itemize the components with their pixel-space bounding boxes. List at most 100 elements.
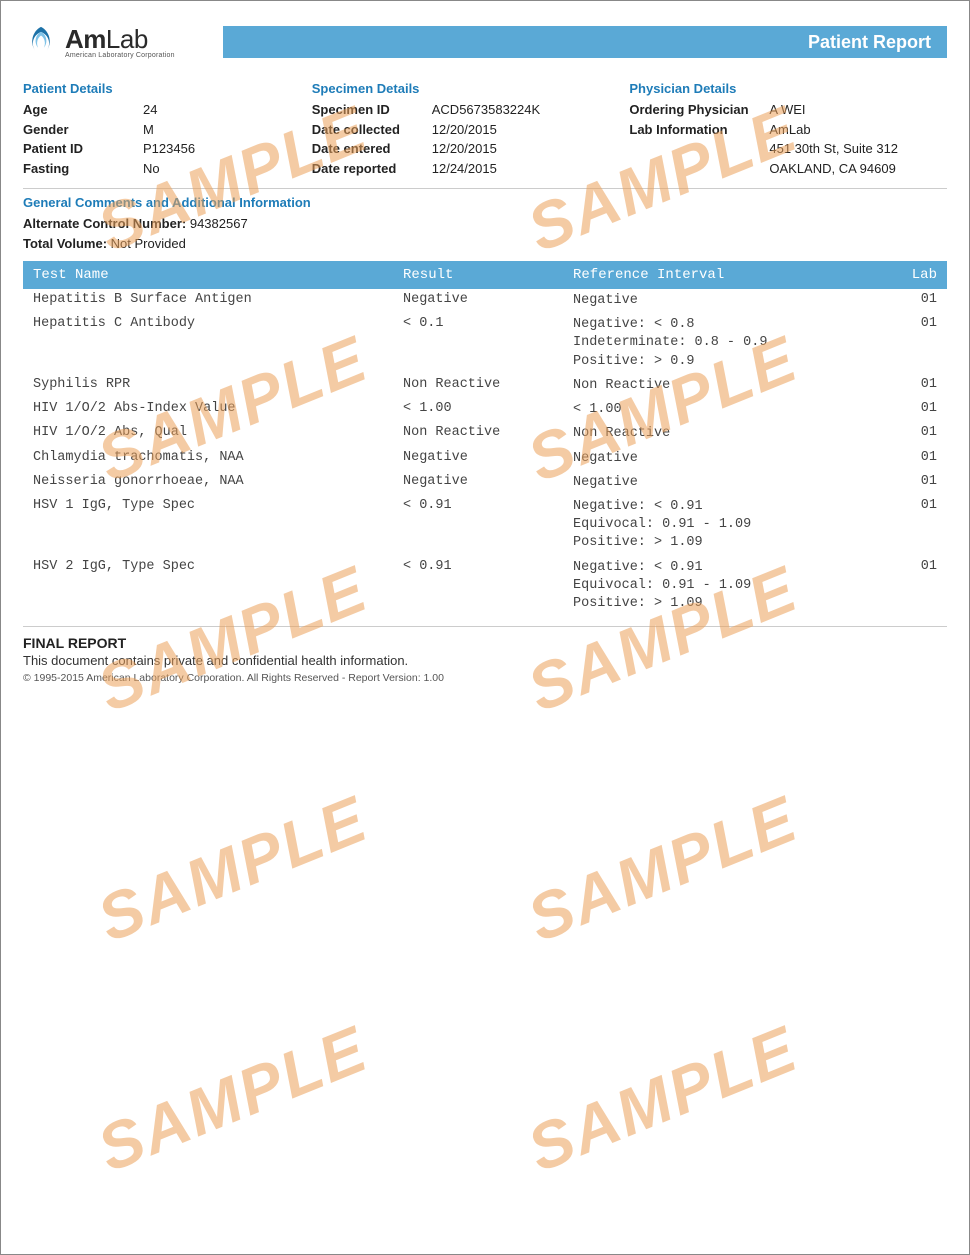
detail-key: Patient ID (23, 139, 143, 159)
test-lab: 01 (887, 292, 937, 307)
comment-key: Alternate Control Number: (23, 216, 186, 231)
detail-key: Fasting (23, 159, 143, 179)
test-lab: 01 (887, 425, 937, 440)
copyright: © 1995-2015 American Laboratory Corporat… (23, 672, 947, 684)
test-result: Negative (403, 292, 573, 307)
test-reference: Negative (573, 292, 887, 310)
detail-value: 24 (143, 100, 312, 120)
comment-value: Not Provided (107, 236, 186, 251)
test-reference: Negative: < 0.8 Indeterminate: 0.8 - 0.9… (573, 316, 887, 371)
test-name: Syphilis RPR (33, 377, 403, 392)
detail-value: No (143, 159, 312, 179)
test-lab: 01 (887, 474, 937, 489)
col-test-header: Test Name (33, 267, 403, 283)
test-lab: 01 (887, 377, 937, 392)
comment-line: Total Volume: Not Provided (23, 234, 947, 254)
detail-row: Specimen IDACD5673583224K (312, 100, 630, 120)
test-name: HIV 1/O/2 Abs-Index Value (33, 401, 403, 416)
test-name: HIV 1/O/2 Abs, Qual (33, 425, 403, 440)
detail-row: Date collected12/20/2015 (312, 120, 630, 140)
detail-key: Age (23, 100, 143, 120)
patient-title: Patient Details (23, 81, 312, 96)
logo-block: AmLab American Laboratory Corporation (23, 24, 223, 60)
detail-row: FastingNo (23, 159, 312, 179)
results-body: Hepatitis B Surface AntigenNegativeNegat… (23, 289, 947, 616)
detail-row: Date reported12/24/2015 (312, 159, 630, 179)
comment-line: Alternate Control Number: 94382567 (23, 214, 947, 234)
specimen-title: Specimen Details (312, 81, 630, 96)
specimen-details: Specimen Details Specimen IDACD567358322… (312, 81, 630, 178)
test-result: Non Reactive (403, 377, 573, 392)
test-reference: Negative: < 0.91 Equivocal: 0.91 - 1.09 … (573, 498, 887, 553)
detail-row: GenderM (23, 120, 312, 140)
test-result: Negative (403, 474, 573, 489)
comment-value: 94382567 (186, 216, 247, 231)
details-row: Patient Details Age24GenderMPatient IDP1… (23, 81, 947, 178)
result-row: HIV 1/O/2 Abs, QualNon ReactiveNon React… (23, 422, 947, 446)
comment-key: Total Volume: (23, 236, 107, 251)
detail-value: M (143, 120, 312, 140)
col-ref-header: Reference Interval (573, 267, 887, 283)
detail-key: Gender (23, 120, 143, 140)
result-row: Syphilis RPRNon ReactiveNon Reactive01 (23, 374, 947, 398)
test-result: < 0.91 (403, 498, 573, 513)
result-row: Hepatitis B Surface AntigenNegativeNegat… (23, 289, 947, 313)
test-reference: Non Reactive (573, 377, 887, 395)
physician-address-line: OAKLAND, CA 94609 (629, 159, 947, 179)
final-report-subtitle: This document contains private and confi… (23, 653, 947, 668)
detail-row: Age24 (23, 100, 312, 120)
detail-key: Date collected (312, 120, 432, 140)
patient-details: Patient Details Age24GenderMPatient IDP1… (23, 81, 312, 178)
final-report-title: FINAL REPORT (23, 635, 947, 651)
test-reference: Negative (573, 474, 887, 492)
detail-value: 12/20/2015 (432, 139, 630, 159)
physician-details: Physician Details Ordering PhysicianA WE… (629, 81, 947, 178)
results-header: Test Name Result Reference Interval Lab (23, 261, 947, 289)
divider (23, 188, 947, 189)
test-result: < 0.91 (403, 559, 573, 574)
test-result: Non Reactive (403, 425, 573, 440)
report-page: AmLab American Laboratory Corporation Pa… (1, 1, 969, 1254)
test-result: < 1.00 (403, 401, 573, 416)
result-row: Hepatitis C Antibody< 0.1Negative: < 0.8… (23, 313, 947, 374)
logo-text: AmLab American Laboratory Corporation (65, 26, 175, 59)
detail-row: Patient IDP123456 (23, 139, 312, 159)
logo-icon (23, 24, 59, 60)
physician-address-line: 451 30th St, Suite 312 (629, 139, 947, 159)
detail-value: A WEI (769, 100, 947, 120)
test-reference: Non Reactive (573, 425, 887, 443)
detail-value: AmLab (769, 120, 947, 140)
detail-key: Ordering Physician (629, 100, 769, 120)
detail-row: Date entered12/20/2015 (312, 139, 630, 159)
col-result-header: Result (403, 267, 573, 283)
test-name: HSV 2 IgG, Type Spec (33, 559, 403, 574)
test-lab: 01 (887, 559, 937, 574)
comments-title: General Comments and Additional Informat… (23, 195, 947, 210)
detail-value: 12/20/2015 (432, 120, 630, 140)
test-name: Neisseria gonorrhoeae, NAA (33, 474, 403, 489)
test-reference: Negative: < 0.91 Equivocal: 0.91 - 1.09 … (573, 559, 887, 614)
detail-value: 12/24/2015 (432, 159, 630, 179)
test-reference: < 1.00 (573, 401, 887, 419)
footer-block: FINAL REPORT This document contains priv… (23, 635, 947, 684)
result-row: Chlamydia trachomatis, NAANegativeNegati… (23, 447, 947, 471)
test-result: Negative (403, 450, 573, 465)
brand-sub: Lab (106, 24, 148, 54)
brand-main: Am (65, 24, 106, 54)
detail-key: Date reported (312, 159, 432, 179)
test-result: < 0.1 (403, 316, 573, 331)
test-lab: 01 (887, 316, 937, 331)
test-name: Chlamydia trachomatis, NAA (33, 450, 403, 465)
comments-block: General Comments and Additional Informat… (23, 195, 947, 253)
test-name: Hepatitis C Antibody (33, 316, 403, 331)
test-name: Hepatitis B Surface Antigen (33, 292, 403, 307)
result-row: HIV 1/O/2 Abs-Index Value< 1.00< 1.0001 (23, 398, 947, 422)
brand-tagline: American Laboratory Corporation (65, 52, 175, 59)
test-lab: 01 (887, 401, 937, 416)
detail-key: Specimen ID (312, 100, 432, 120)
divider (23, 626, 947, 627)
test-lab: 01 (887, 498, 937, 513)
test-lab: 01 (887, 450, 937, 465)
result-row: Neisseria gonorrhoeae, NAANegativeNegati… (23, 471, 947, 495)
col-lab-header: Lab (887, 267, 937, 283)
